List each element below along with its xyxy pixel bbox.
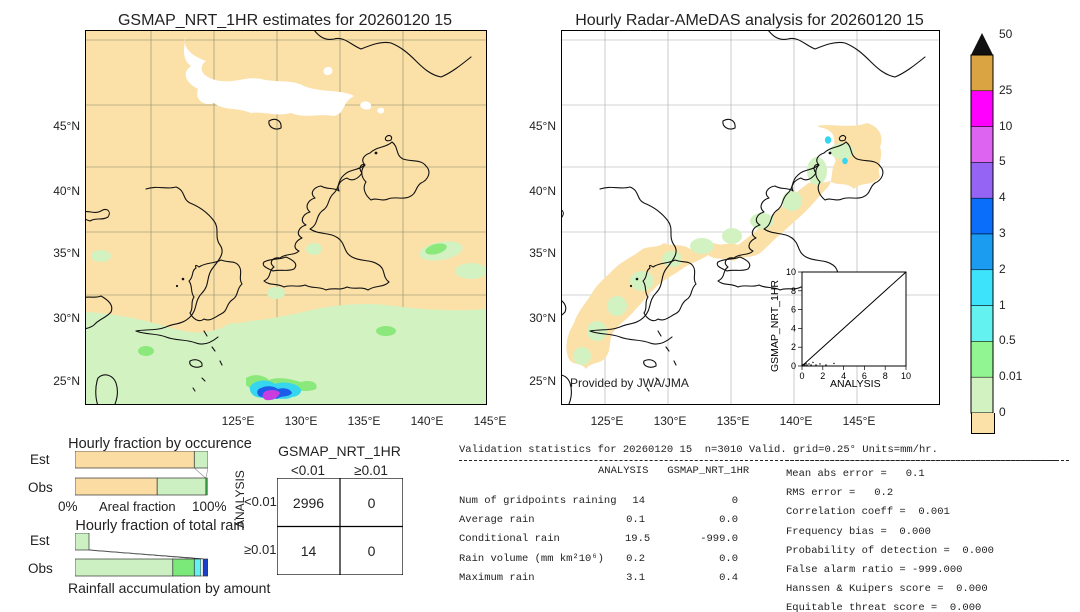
svg-text:10: 10 bbox=[901, 371, 911, 381]
svg-text:0: 0 bbox=[791, 361, 796, 371]
svg-text:8: 8 bbox=[791, 286, 796, 296]
svg-text:10: 10 bbox=[786, 267, 796, 277]
svg-text:2: 2 bbox=[791, 342, 796, 352]
svg-text:14: 14 bbox=[301, 543, 317, 559]
svg-text:0: 0 bbox=[368, 495, 376, 511]
svg-text:2996: 2996 bbox=[293, 495, 324, 511]
svg-text:4: 4 bbox=[791, 323, 796, 333]
svg-text:0: 0 bbox=[368, 543, 376, 559]
svg-text:2: 2 bbox=[820, 371, 825, 381]
svg-text:0: 0 bbox=[799, 371, 804, 381]
svg-text:8: 8 bbox=[883, 371, 888, 381]
svg-text:6: 6 bbox=[791, 305, 796, 315]
